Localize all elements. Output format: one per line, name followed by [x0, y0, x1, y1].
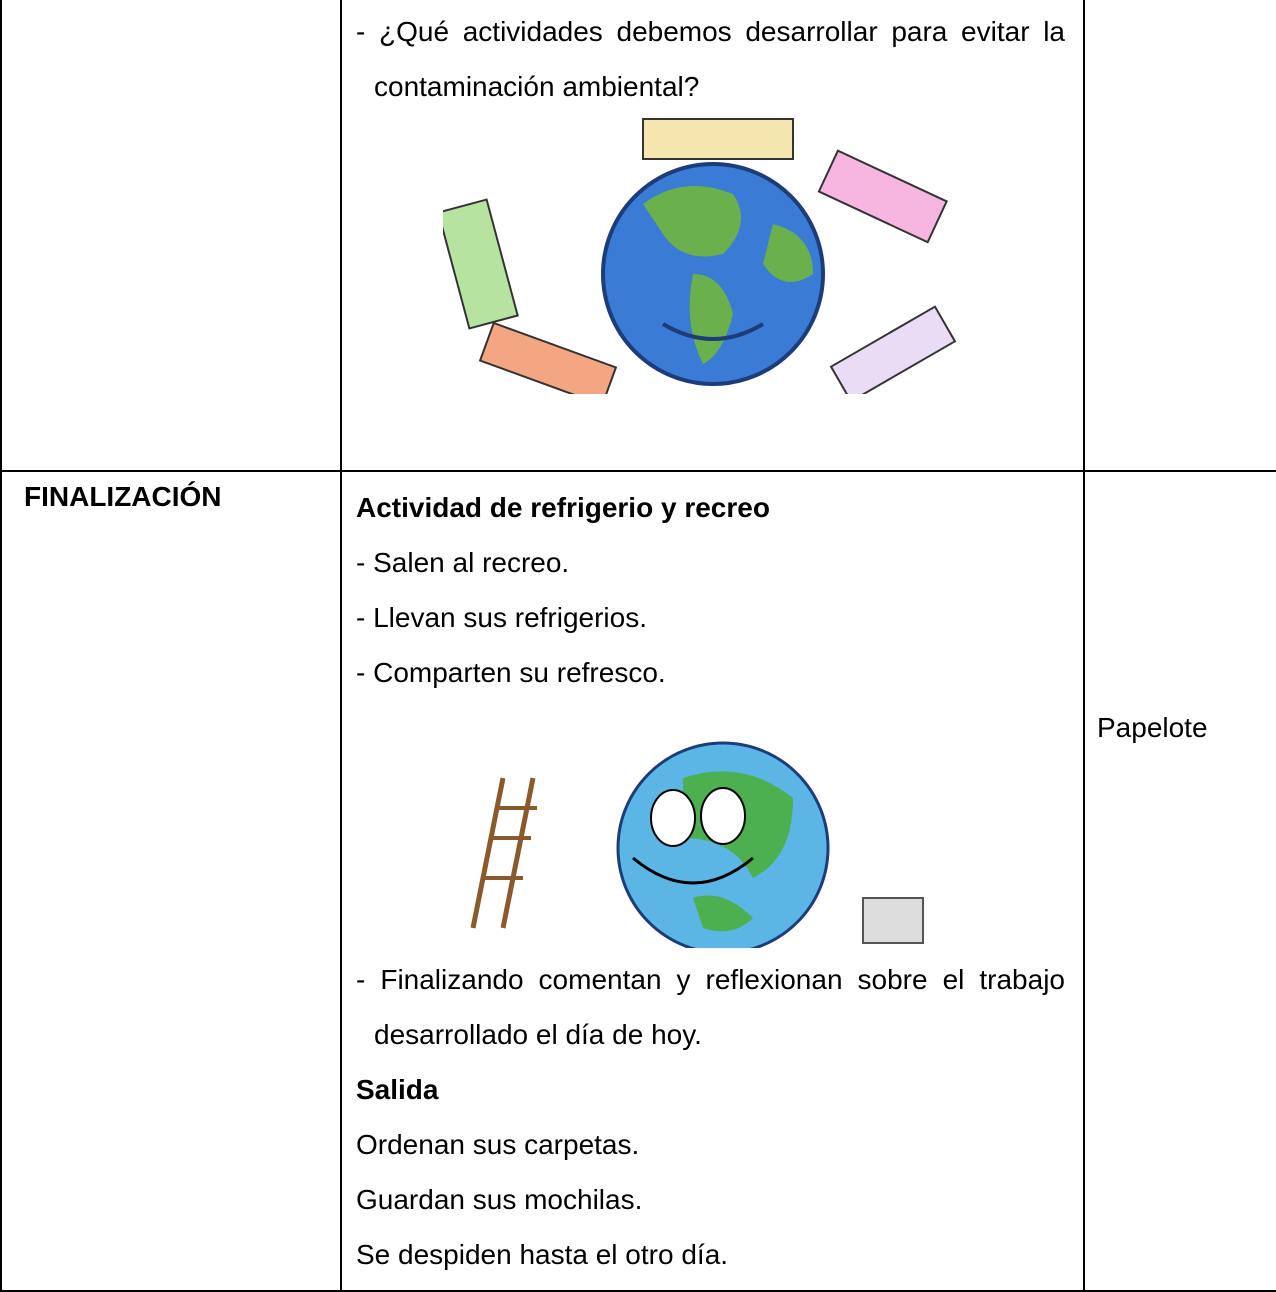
globe-illustration [470, 741, 924, 948]
materials-label: Papelote [1097, 712, 1208, 743]
content-block: Actividad de refrigerio y recreo - Salen… [342, 472, 1083, 1282]
item-list: - ¿Qué actividades debemos desarrollar p… [342, 0, 1083, 114]
materials-cell [1083, 0, 1276, 472]
item-list: - Salen al recreo. - Llevan sus refrigeri… [342, 535, 1083, 700]
materials-cell: Papelote [1083, 470, 1276, 1292]
phase-cell: FINALIZACIÓN [0, 470, 342, 1292]
text-line: Guardan sus mochilas. [356, 1184, 643, 1215]
section-heading: Actividad de refrigerio y recreo [356, 492, 770, 523]
phase-label: FINALIZACIÓN [24, 481, 222, 512]
text-line: Se despiden hasta el otro día. [356, 1239, 729, 1270]
list-item: - ¿Qué actividades debemos desarrollar p… [356, 16, 1065, 102]
content-cell: - ¿Qué actividades debemos desarrollar p… [340, 0, 1085, 472]
list-item: - Finalizando comentan y reflexionan sob… [356, 964, 1065, 1050]
line-list: Ordenan sus carpetas. Guardan sus mochila… [342, 1117, 1083, 1282]
list-item: - Salen al recreo. [356, 547, 570, 578]
text-line: Ordenan sus carpetas. [356, 1129, 640, 1160]
list-item: - Llevan sus refrigerios. [356, 602, 648, 633]
table-row: FINALIZACIÓN Actividad de refrigerio y r… [0, 470, 1276, 1292]
list-item: - Comparten su refresco. [356, 657, 666, 688]
content-cell: Actividad de refrigerio y recreo - Salen… [340, 470, 1085, 1292]
globe-illustration [442, 118, 956, 394]
item-list: - Finalizando comentan y reflexionan sob… [342, 952, 1083, 1062]
table-row: - ¿Qué actividades debemos desarrollar p… [0, 0, 1276, 472]
section-heading: Salida [356, 1074, 439, 1105]
phase-cell [0, 0, 342, 472]
